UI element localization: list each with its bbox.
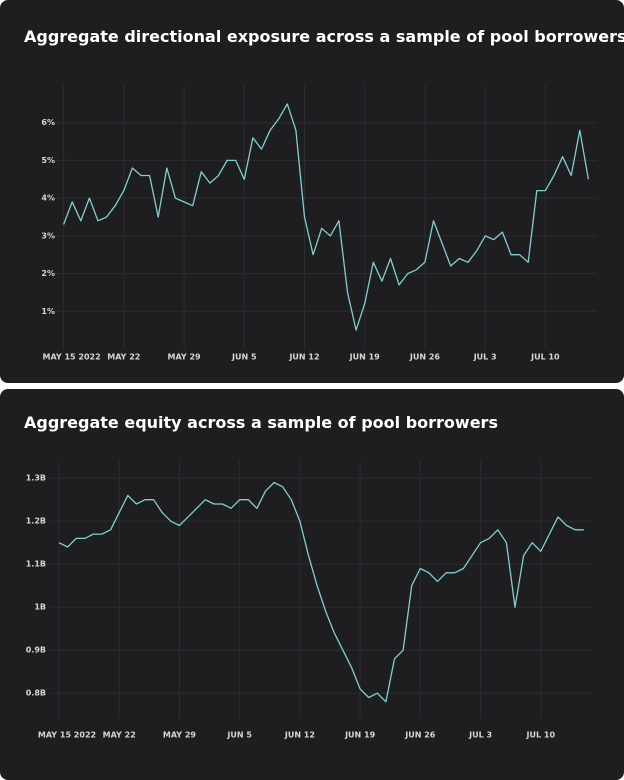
x-tick-label: MAY 22 (103, 731, 136, 740)
chart-title: Aggregate directional exposure across a … (24, 27, 624, 46)
x-tick-label: JUL 3 (473, 353, 497, 362)
panel (0, 0, 624, 383)
data-line (62, 103, 590, 331)
x-tick-label: JUN 26 (409, 353, 441, 362)
x-tick-label: JUL 3 (468, 731, 492, 740)
y-tick-label: 1.2B (26, 517, 46, 526)
y-tick-label: 1.1B (26, 560, 46, 569)
x-tick-label: JUN 5 (226, 731, 252, 740)
y-tick-label: 2% (41, 269, 55, 278)
x-tick-label: JUN 26 (404, 731, 436, 740)
y-tick-label: 6% (41, 118, 55, 127)
x-tick-label: JUN 19 (344, 731, 376, 740)
y-tick-label: 4% (41, 194, 55, 203)
panel (0, 389, 624, 780)
y-tick-label: 0.8B (26, 689, 46, 698)
y-tick-label: 0.9B (26, 646, 46, 655)
x-tick-label: MAY 29 (167, 353, 201, 362)
x-tick-label: JUN 19 (349, 353, 381, 362)
x-tick-label: JUN 12 (288, 353, 319, 362)
x-tick-label: JUN 12 (284, 731, 315, 740)
x-tick-label: MAY 15 2022 (38, 731, 96, 740)
y-tick-label: 1% (41, 307, 55, 316)
x-tick-label: MAY 29 (163, 731, 197, 740)
x-tick-label: JUN 5 (231, 353, 257, 362)
x-tick-label: JUL 10 (526, 731, 556, 740)
y-tick-label: 3% (41, 231, 55, 240)
x-tick-label: JUL 10 (530, 353, 560, 362)
y-tick-label: 1.3B (26, 474, 46, 483)
y-tick-label: 1B (34, 603, 46, 612)
chart-title: Aggregate equity across a sample of pool… (24, 413, 498, 432)
x-tick-label: MAY 15 2022 (43, 353, 101, 362)
x-tick-label: MAY 22 (107, 353, 140, 362)
y-tick-label: 5% (41, 156, 55, 165)
data-line (58, 481, 584, 703)
